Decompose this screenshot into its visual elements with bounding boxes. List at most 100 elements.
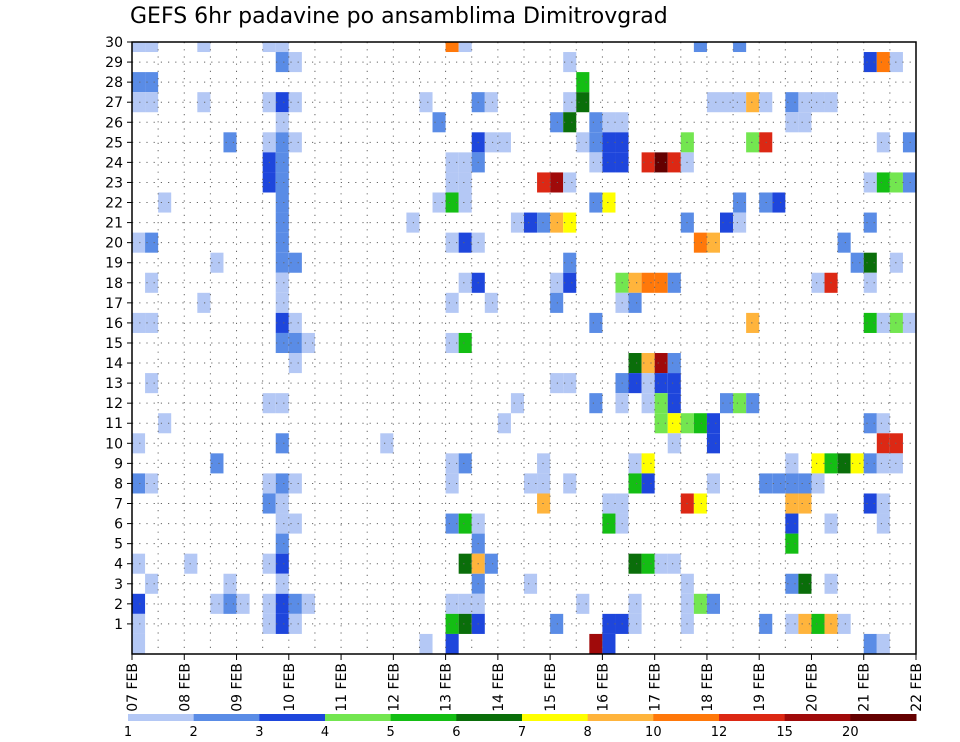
x-tick-label: 18 FEB [700, 663, 716, 712]
y-tick-label: 6 [114, 517, 123, 533]
precip-cell [772, 473, 786, 494]
precip-cell [275, 613, 289, 634]
precip-cell [301, 332, 315, 354]
precip-cell [889, 172, 903, 193]
precip-cell [798, 613, 812, 634]
precip-cell [275, 42, 289, 53]
precip-cell [693, 232, 707, 253]
precip-cell [236, 593, 250, 614]
precip-cell [197, 42, 211, 53]
legend-swatch [128, 714, 195, 721]
precip-cell [275, 252, 289, 273]
precip-cell [445, 593, 459, 614]
precip-cell [667, 353, 681, 374]
precip-cell [811, 613, 825, 634]
x-tick-label: 21 FEB [857, 663, 873, 712]
precip-cell [654, 393, 668, 414]
precip-cell [798, 92, 812, 113]
y-tick-label: 17 [105, 296, 123, 312]
precip-cell [602, 192, 616, 213]
precip-cell [275, 593, 289, 614]
precip-cell [889, 52, 903, 73]
y-tick-label: 26 [105, 115, 123, 131]
precip-cell [145, 72, 159, 93]
legend-swatch [653, 714, 720, 721]
x-tick-label: 07 FEB [125, 663, 141, 712]
precip-cell [876, 52, 890, 73]
dotted-grid [132, 41, 916, 654]
precip-cell [537, 212, 551, 233]
precip-cell [184, 553, 198, 574]
precip-cell [132, 232, 146, 253]
y-tick-label: 15 [105, 336, 123, 352]
precip-cell [537, 493, 551, 514]
precip-cell [667, 553, 681, 574]
chart-title: GEFS 6hr padavine po ansamblima Dimitrov… [130, 4, 668, 29]
precip-cell [288, 353, 302, 374]
y-tick-label: 1 [114, 617, 123, 633]
precip-cell [550, 373, 564, 394]
precip-cell [654, 353, 668, 374]
precip-cell [197, 92, 211, 113]
precip-cell [275, 553, 289, 574]
x-tick-label: 11 FEB [334, 663, 350, 712]
precip-cell [667, 272, 681, 293]
precip-cell [275, 152, 289, 173]
precip-cell [889, 312, 903, 333]
precip-cell [275, 292, 289, 313]
precip-cell [458, 272, 472, 293]
precip-cell [145, 92, 159, 113]
precip-cell [785, 533, 799, 554]
legend-swatch [522, 714, 589, 721]
y-tick-label: 12 [105, 396, 123, 412]
precip-cell [863, 52, 877, 73]
precip-cell [132, 593, 146, 614]
precip-cell [667, 152, 681, 173]
legend-label: 10 [645, 725, 662, 740]
precip-cell [145, 272, 159, 293]
precip-cell [445, 292, 459, 313]
precip-cell [667, 373, 681, 394]
precip-cell [510, 212, 524, 233]
y-axis-ticks: 1234567891011121314151617181920212223242… [105, 35, 132, 633]
y-tick-label: 13 [105, 376, 123, 392]
precip-cell [132, 473, 146, 494]
precip-cell [693, 593, 707, 614]
precip-cell [798, 112, 812, 133]
precip-cell [445, 42, 459, 53]
precip-cell [785, 573, 799, 594]
x-tick-label: 13 FEB [439, 663, 455, 712]
precip-cell [654, 553, 668, 574]
precip-cell [706, 473, 720, 494]
precip-cell [484, 292, 498, 313]
precip-cell [785, 453, 799, 474]
legend-swatch [784, 714, 851, 721]
precip-cell [628, 613, 642, 634]
precip-cell [145, 473, 159, 494]
y-tick-label: 5 [114, 537, 123, 553]
precip-cell [432, 192, 446, 213]
precip-cell [654, 272, 668, 293]
legend-label: 5 [387, 725, 395, 740]
precip-cell [445, 453, 459, 474]
precip-cell [811, 92, 825, 113]
precip-cell [863, 633, 877, 654]
precip-cell [301, 593, 315, 614]
precip-cell [733, 212, 747, 233]
precip-cell [210, 593, 224, 614]
precip-cell [458, 613, 472, 634]
precip-cell [445, 172, 459, 193]
precip-cell [563, 92, 577, 113]
x-axis-ticks: 07 FEB 08 FEB 09 FEB 10 FEB 11 FEB 12 FEB 13 F… [125, 654, 925, 712]
precip-cell [641, 553, 655, 574]
precip-cell [563, 252, 577, 273]
y-tick-label: 9 [114, 456, 123, 472]
precip-cell [563, 172, 577, 193]
legend-swatch [193, 714, 260, 721]
precip-cell [798, 473, 812, 494]
precip-cell [602, 513, 616, 534]
precip-cell [275, 393, 289, 414]
precip-cell [902, 132, 916, 153]
precip-cell [641, 393, 655, 414]
precip-cell [889, 453, 903, 474]
